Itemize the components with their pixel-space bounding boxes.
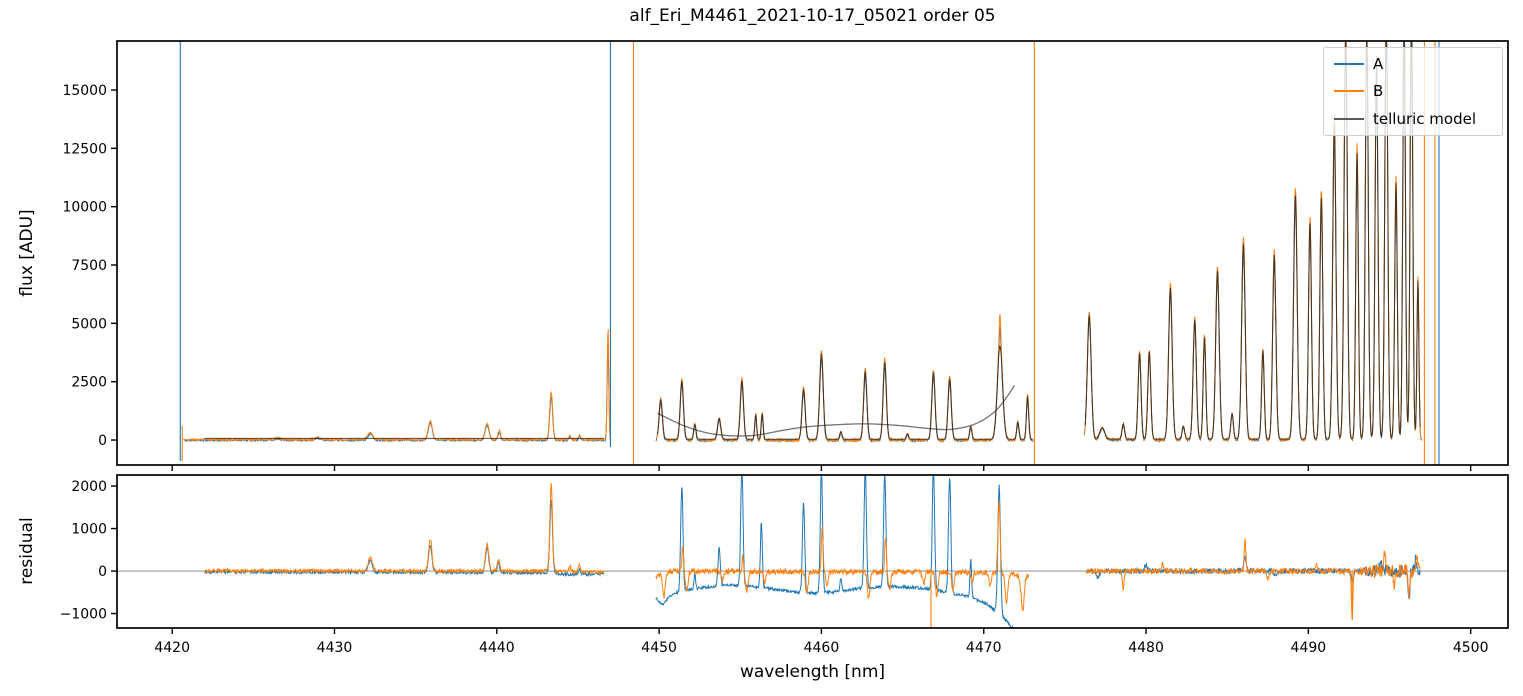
flux-series-B-region0 <box>183 329 612 443</box>
y-tick-label: −1000 <box>60 607 107 623</box>
x-axis-label: wavelength [nm] <box>739 662 886 682</box>
residual-axis-label: residual <box>17 517 37 585</box>
legend-label: B <box>1373 82 1384 101</box>
residual-series-A-region2 <box>1085 554 1421 599</box>
legend-label: A <box>1373 54 1384 73</box>
residual-series-B-region1 <box>655 501 1030 612</box>
flux-axis-label: flux [ADU] <box>17 209 37 297</box>
legend-line-sample <box>1334 118 1364 121</box>
x-tick-label: 4480 <box>1128 640 1164 656</box>
legend-entry-a: A <box>1324 55 1502 73</box>
x-tick-label: 4460 <box>804 640 840 656</box>
flux-series-M-region2 <box>1084 41 1421 440</box>
y-tick-label: 0 <box>98 564 107 580</box>
residual-series-B-region2 <box>1085 538 1421 620</box>
x-tick-label: 4440 <box>479 640 515 656</box>
panel-0-spines <box>116 40 1509 466</box>
x-tick-label: 4450 <box>641 640 677 656</box>
y-tick-label: 0 <box>98 433 107 449</box>
residual-series-B-region0 <box>204 483 605 576</box>
y-tick-label: 15000 <box>62 83 107 99</box>
residual-series-A-region1 <box>655 475 1015 628</box>
y-tick-label: 7500 <box>71 258 107 274</box>
telluric-continuum-curve <box>657 385 1016 437</box>
y-tick-label: 2500 <box>71 375 107 391</box>
y-tick-label: 12500 <box>62 141 107 157</box>
legend-entry-telluric-model: telluric model <box>1324 110 1502 128</box>
x-tick-label: 4500 <box>1453 640 1489 656</box>
x-tick-label: 4470 <box>966 640 1002 656</box>
legend-label: telluric model <box>1373 110 1477 129</box>
flux-series-A-region0 <box>183 341 612 443</box>
flux-series-M-region1 <box>657 345 1033 440</box>
x-tick-label: 4430 <box>317 640 353 656</box>
legend-line-sample <box>1334 90 1364 93</box>
legend-entry-b: B <box>1324 82 1502 100</box>
y-tick-label: 5000 <box>71 316 107 332</box>
y-tick-label: 1000 <box>71 522 107 538</box>
residual-series-A-region0 <box>204 498 604 578</box>
panel-1-spines <box>116 474 1509 629</box>
x-tick-label: 4490 <box>1291 640 1327 656</box>
legend-line-sample <box>1334 62 1364 65</box>
y-tick-label: 10000 <box>62 200 107 216</box>
chart-title: alf_Eri_M4461_2021-10-17_05021 order 05 <box>629 6 996 26</box>
y-tick-label: 2000 <box>71 479 107 495</box>
flux-series-B-region1 <box>655 314 1034 444</box>
x-tick-label: 4420 <box>154 640 190 656</box>
